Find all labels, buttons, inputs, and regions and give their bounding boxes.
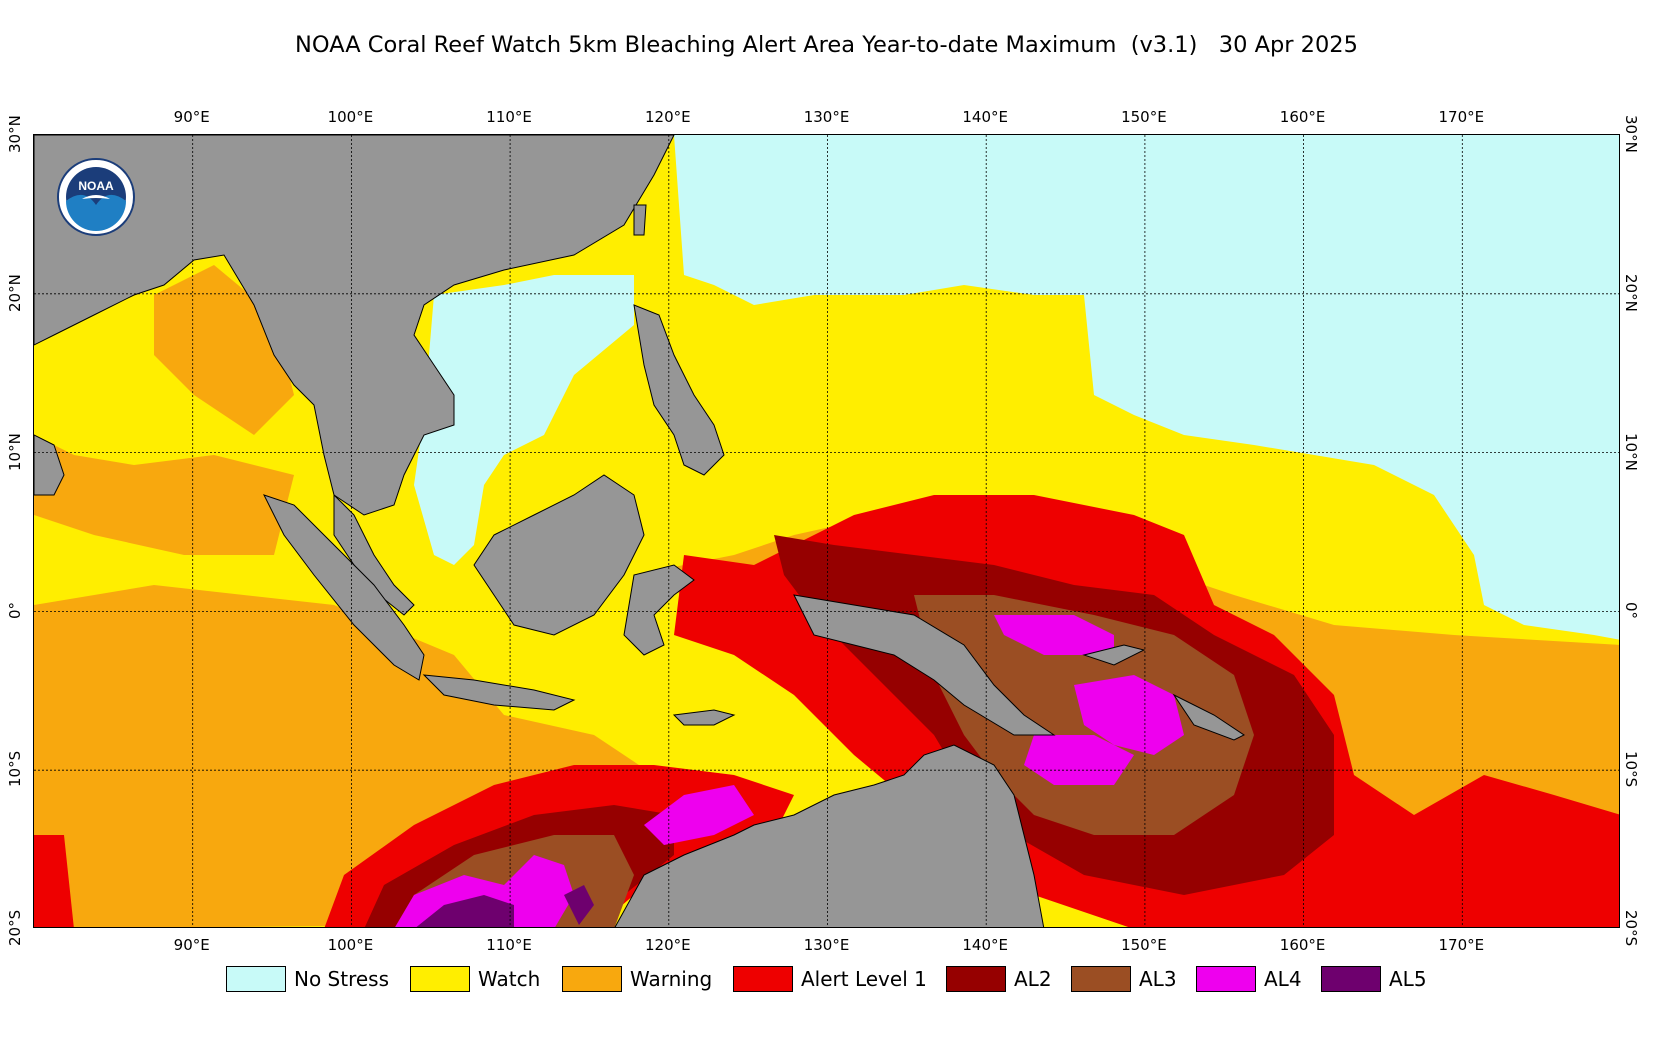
lat-tick-label-right: 10°N — [1622, 432, 1640, 471]
no-stress-scs — [414, 275, 634, 565]
sulawesi — [623, 564, 695, 656]
malay-peninsula — [333, 493, 415, 616]
solomon-islands — [1172, 693, 1245, 741]
legend-label: Watch — [478, 967, 541, 991]
lon-tick-label: 150°E — [1121, 108, 1167, 126]
lat-tick-label-left: 30°N — [6, 115, 24, 153]
lon-tick-label: 100°E — [327, 108, 374, 126]
taiwan — [633, 204, 647, 236]
noaa-logo-text: NOAA — [78, 179, 114, 193]
lon-tick-label: 120°E — [644, 108, 691, 126]
legend-item: Watch — [410, 966, 540, 992]
legend-label: AL3 — [1139, 967, 1177, 991]
java — [422, 674, 576, 711]
lat-tick-label-left: 10°S — [6, 751, 24, 788]
legend-item: Alert Level 1 — [733, 966, 927, 992]
legend-item: No Stress — [226, 966, 389, 992]
lon-tick-label: 110°E — [486, 108, 532, 126]
lon-tick-label: 140°E — [962, 108, 1008, 126]
legend: No Stress Watch Warning Alert Level 1 AL2 AL3… — [0, 966, 1653, 996]
sumatra — [263, 494, 425, 681]
new-britain — [1082, 644, 1146, 666]
legend-label: No Stress — [294, 967, 390, 991]
legend-item: AL3 — [1071, 966, 1177, 992]
new-guinea — [793, 594, 1056, 736]
australia — [614, 744, 1045, 927]
map-title: NOAA Coral Reef Watch 5km Bleaching Aler… — [295, 32, 1358, 58]
legend-item: AL5 — [1321, 966, 1427, 992]
lon-tick-label: 170°E — [1438, 108, 1485, 126]
lon-tick-label: 160°E — [1279, 108, 1326, 126]
philippines — [633, 304, 725, 476]
landmasses — [34, 135, 1245, 927]
legend-swatch — [410, 966, 470, 992]
legend-swatch — [1321, 966, 1381, 992]
lat-tick-label-right: 20°N — [1622, 273, 1640, 312]
borneo — [473, 474, 645, 636]
no-stress-region — [674, 135, 1619, 640]
bleaching-alert-map[interactable]: NOAA — [33, 134, 1620, 928]
timor — [672, 709, 736, 726]
legend-label: Warning — [630, 967, 713, 991]
alert-level-5-regions — [416, 885, 594, 927]
gridlines — [34, 135, 1619, 927]
lon-tick-label: 90°E — [173, 936, 210, 954]
lon-tick-label: 110°E — [486, 936, 532, 954]
noaa-logo: NOAA — [57, 158, 135, 236]
legend-label: AL5 — [1389, 967, 1427, 991]
legend-label: Alert Level 1 — [801, 967, 927, 991]
legend-swatch — [946, 966, 1006, 992]
legend-swatch — [226, 966, 286, 992]
legend-label: AL2 — [1014, 967, 1052, 991]
lat-tick-label-right: 10°S — [1622, 751, 1640, 788]
lat-tick-label-left: 20°N — [6, 273, 24, 312]
lon-tick-label: 170°E — [1438, 936, 1485, 954]
lon-tick-label: 100°E — [327, 936, 374, 954]
lon-tick-label: 120°E — [644, 936, 691, 954]
lat-tick-label-left: 10°N — [6, 432, 24, 471]
lon-tick-label: 90°E — [173, 108, 210, 126]
legend-label: AL4 — [1264, 967, 1302, 991]
asia-mainland — [34, 135, 675, 516]
sri-lanka — [34, 434, 65, 496]
legend-swatch — [1071, 966, 1131, 992]
lon-tick-label: 140°E — [962, 936, 1008, 954]
legend-swatch — [1196, 966, 1256, 992]
lon-tick-label: 130°E — [803, 936, 850, 954]
lat-tick-label-left: 0° — [6, 601, 24, 619]
lon-tick-label: 160°E — [1279, 936, 1326, 954]
lon-tick-label: 130°E — [803, 108, 850, 126]
legend-item: Warning — [562, 966, 712, 992]
lat-tick-label-left: 20°S — [6, 909, 24, 946]
lat-tick-label-right: 0° — [1622, 601, 1640, 619]
lon-tick-label: 150°E — [1121, 936, 1167, 954]
legend-item: AL2 — [946, 966, 1052, 992]
lat-tick-label-right: 30°N — [1622, 115, 1640, 153]
legend-swatch — [733, 966, 793, 992]
lat-tick-label-right: 20°S — [1622, 910, 1640, 947]
legend-swatch — [562, 966, 622, 992]
legend-item: AL4 — [1196, 966, 1302, 992]
